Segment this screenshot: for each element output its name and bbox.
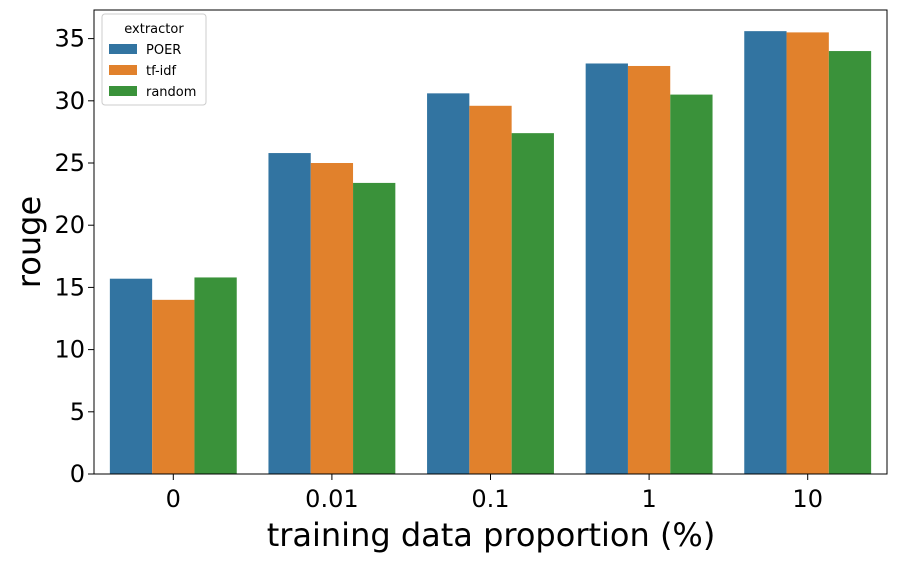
bars-layer — [109, 31, 872, 475]
y-tick-label: 0 — [70, 460, 85, 488]
legend-label-poer: POER — [146, 43, 181, 58]
x-tick-label: 0 — [166, 485, 181, 513]
x-tick-label: 0.1 — [471, 485, 509, 513]
legend-label-tf-idf: tf-idf — [146, 64, 177, 79]
bar-tf-idf-0-1 — [469, 105, 512, 474]
y-tick-label: 20 — [54, 211, 85, 239]
y-tick-label: 10 — [54, 336, 85, 364]
bar-poer-0 — [109, 278, 153, 474]
x-tick-label: 0.01 — [305, 485, 358, 513]
y-tick-label: 30 — [54, 87, 85, 115]
bar-random-0 — [194, 277, 237, 474]
bar-poer-10 — [744, 31, 787, 475]
x-axis-title: training data proportion (%) — [267, 516, 716, 554]
legend-label-random: random — [146, 85, 196, 100]
legend-swatch-poer — [109, 44, 137, 54]
y-tick-label: 35 — [54, 25, 85, 53]
bar-tf-idf-1 — [627, 65, 671, 474]
bar-random-0-1 — [511, 133, 554, 474]
axes-layer: 0 5 10 15 20 25 30 35 0 0.01 0.1 1 10 — [54, 9, 888, 513]
y-axis-title: rouge — [10, 196, 48, 288]
bar-random-10 — [828, 51, 872, 475]
x-tick-label: 1 — [641, 485, 656, 513]
legend-box — [101, 13, 207, 106]
x-tick-label: 10 — [792, 485, 823, 513]
bar-tf-idf-0 — [152, 299, 195, 474]
bar-tf-idf-10 — [786, 32, 829, 474]
bar-poer-1 — [585, 63, 628, 475]
bar-random-1 — [670, 94, 713, 474]
bar-poer-0-01 — [268, 153, 311, 474]
legend-swatch-tf-idf — [109, 65, 137, 75]
y-tick-label: 15 — [54, 273, 85, 301]
legend: extractor POER tf-idf random — [101, 13, 207, 106]
legend-title: extractor — [124, 22, 184, 37]
y-tick-label: 5 — [70, 398, 85, 426]
legend-swatch-random — [109, 86, 137, 96]
y-tick-label: 25 — [54, 149, 85, 177]
bar-poer-0-1 — [427, 93, 470, 474]
bar-tf-idf-0-01 — [310, 163, 354, 474]
bar-random-0-01 — [353, 182, 396, 474]
